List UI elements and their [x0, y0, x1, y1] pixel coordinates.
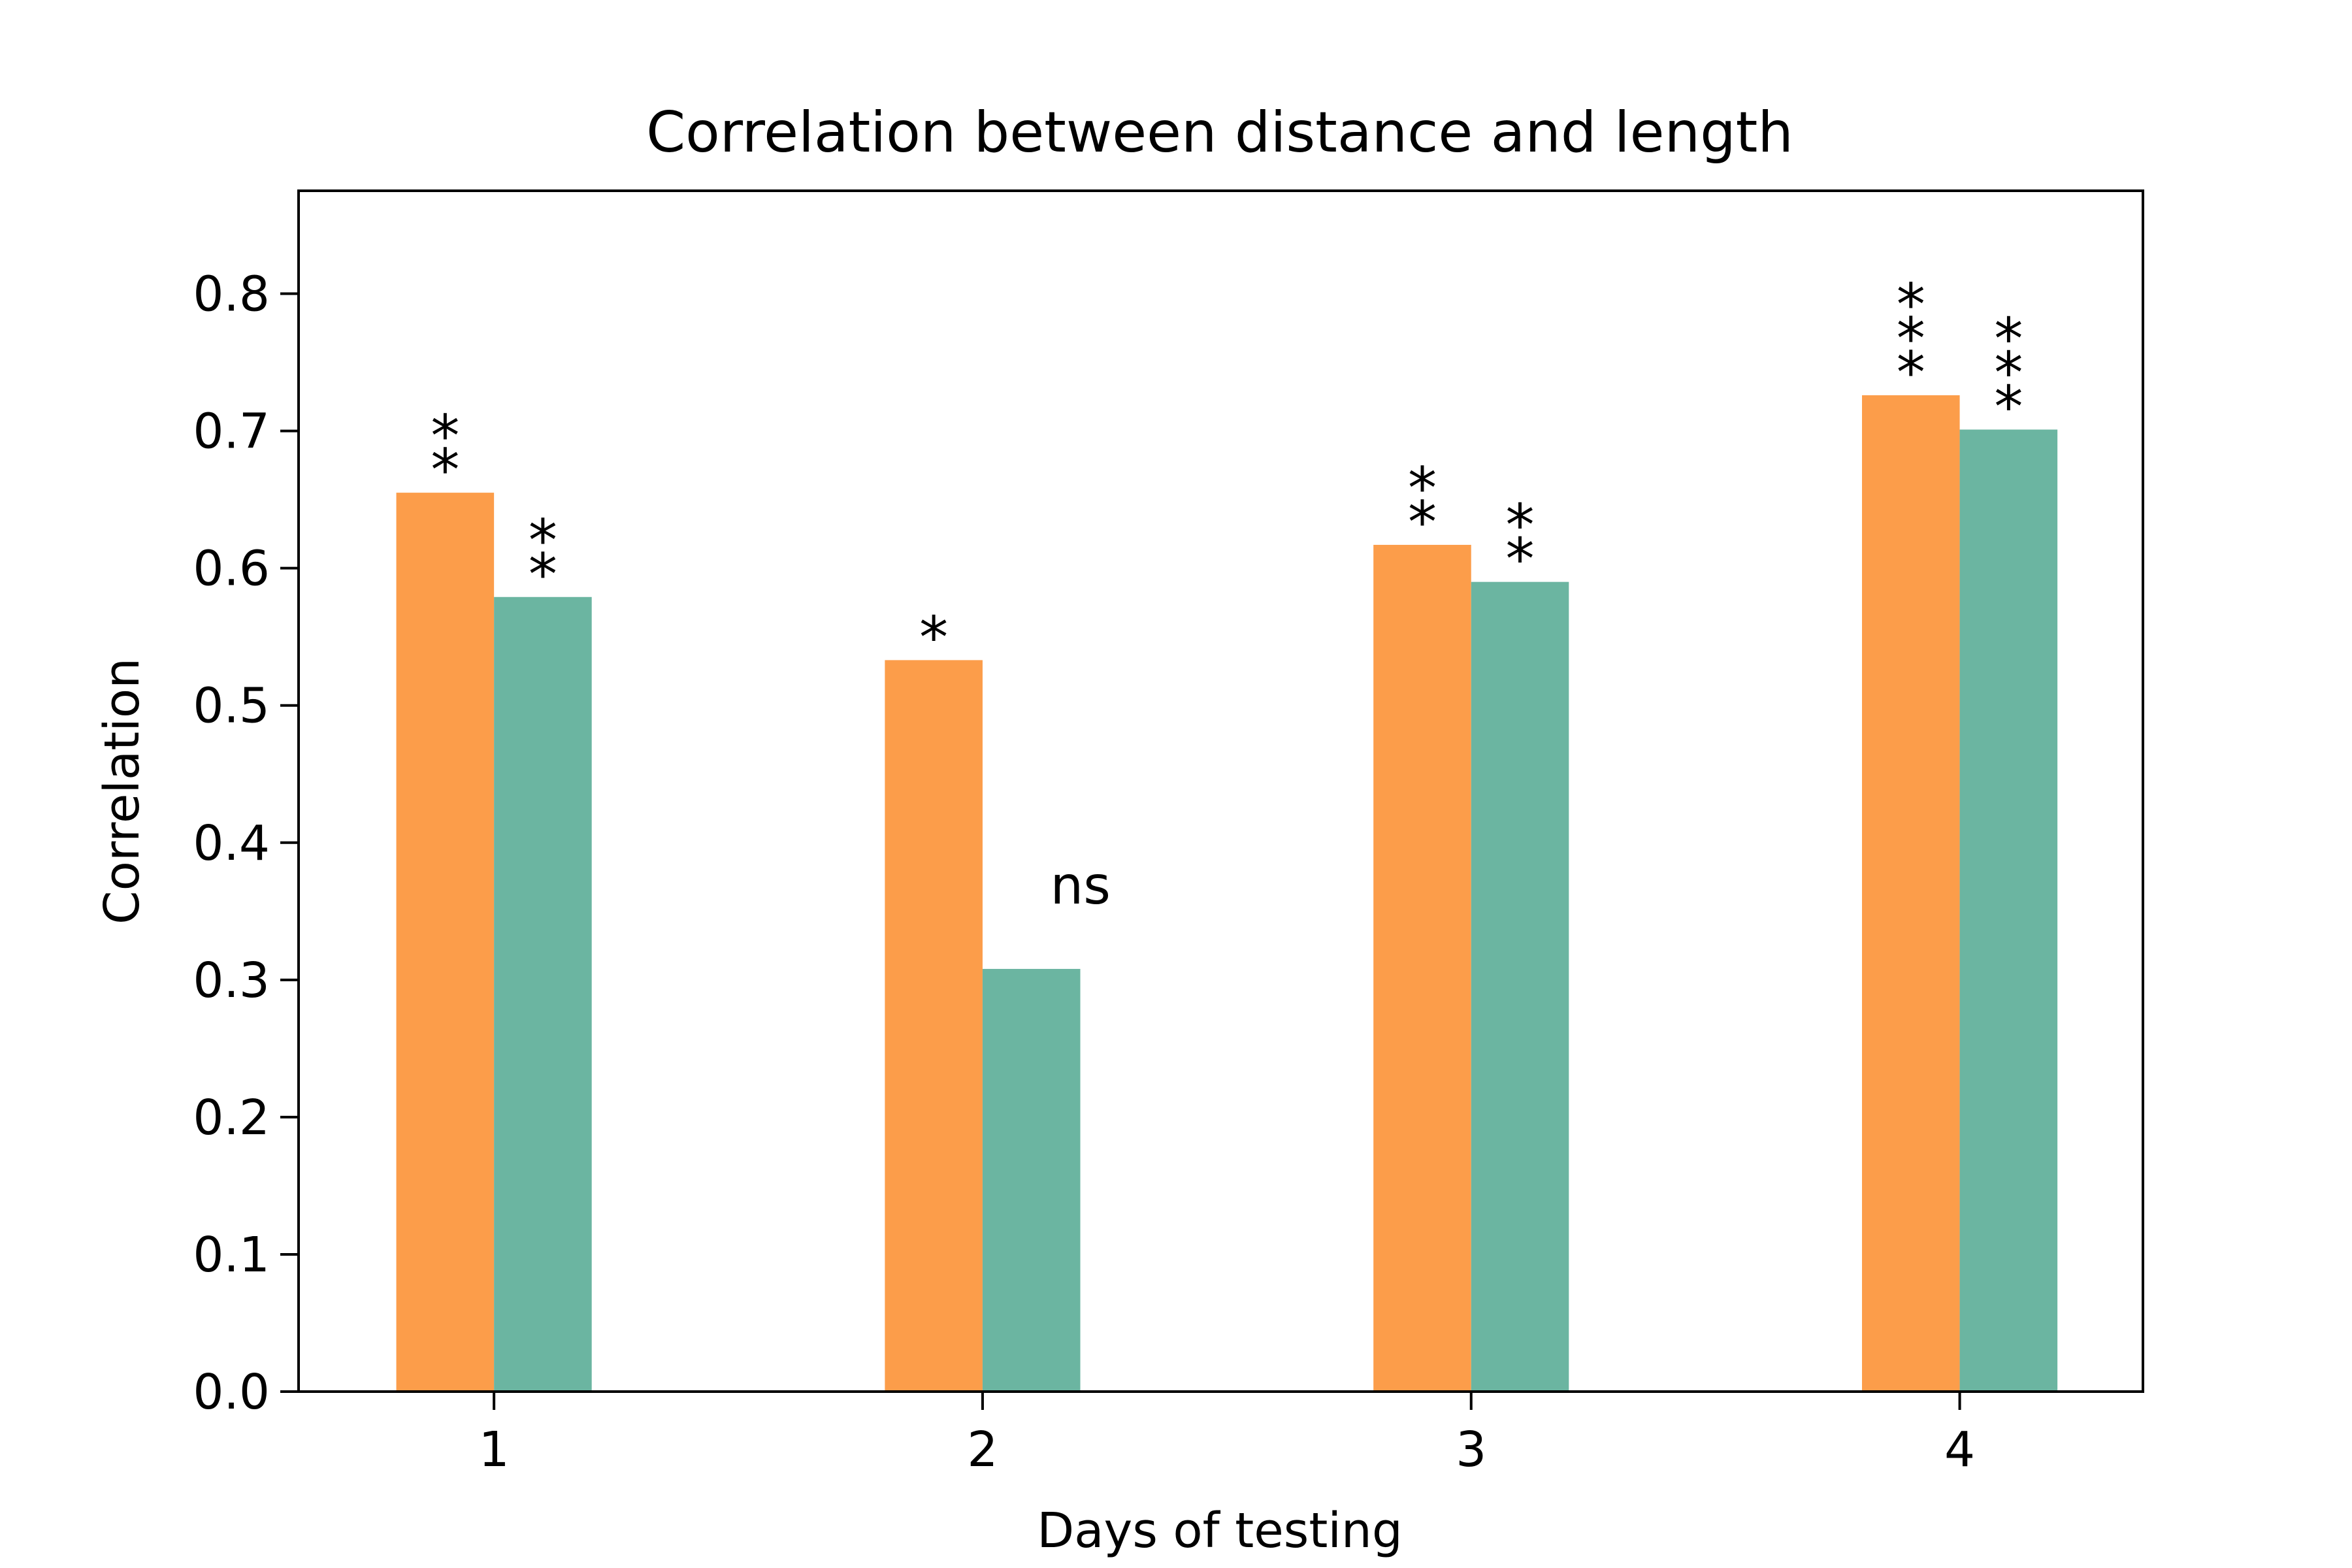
x-tick-label: 4	[1944, 1422, 1975, 1478]
y-tick-label: 0.7	[193, 404, 270, 460]
y-axis-label: Correlation	[94, 658, 150, 924]
y-tick-label: 0.1	[193, 1227, 270, 1283]
significance-star: *	[1506, 492, 1535, 559]
y-tick-label: 0.6	[193, 541, 270, 597]
significance-star: *	[1506, 526, 1535, 593]
significance-label: * * *	[1897, 271, 1925, 406]
significance-star: *	[1994, 373, 2023, 440]
significance-star: *	[529, 541, 557, 608]
bar-series-2-day-3	[1471, 581, 1569, 1392]
significance-star: *	[1897, 271, 1925, 338]
x-tick-label: 2	[967, 1422, 998, 1478]
significance-star: *	[919, 604, 948, 671]
bar-series-1-day-4	[1862, 395, 1960, 1392]
significance-star: *	[1994, 305, 2023, 372]
significance-star: *	[1897, 305, 1925, 372]
significance-star: *	[529, 507, 557, 574]
significance-label: * *	[1506, 492, 1535, 593]
significance-star: *	[431, 402, 459, 470]
bar-series-1-day-1	[396, 493, 495, 1392]
y-tick-label: 0.0	[193, 1364, 270, 1420]
y-tick-label: 0.4	[193, 815, 270, 872]
bar-series-1-day-3	[1373, 544, 1471, 1392]
y-axis: 0.0 0.1 0.2 0.3 0.4 0.5 0.6 0.7 0.8	[193, 267, 299, 1420]
significance-star: *	[1408, 455, 1437, 522]
x-axis-label: Days of testing	[1037, 1503, 1403, 1559]
x-axis: 1 2 3 4	[479, 1392, 1975, 1478]
significance-label: ns	[1051, 855, 1111, 916]
significance-star: *	[1897, 339, 1925, 406]
chart-title: Correlation between distance and length	[646, 100, 1793, 165]
x-tick-label: 3	[1456, 1422, 1486, 1478]
y-tick-label: 0.5	[193, 678, 270, 734]
bar-series-2-day-2	[982, 969, 1081, 1392]
y-tick-label: 0.2	[193, 1090, 270, 1146]
annotations-group: * *** ** * ** *ns* ** * *	[431, 271, 2023, 916]
significance-label: * *	[529, 507, 557, 608]
plot-frame	[297, 189, 2144, 1393]
significance-label: *	[919, 604, 948, 671]
significance-star: *	[1408, 489, 1437, 556]
bar-series-1-day-2	[885, 660, 983, 1392]
bar-series-2-day-1	[494, 596, 592, 1392]
y-tick-label: 0.8	[193, 267, 270, 323]
significance-label: * *	[431, 402, 459, 504]
significance-label: * *	[1408, 455, 1437, 556]
significance-label: * * *	[1994, 305, 2023, 440]
y-tick-label: 0.3	[193, 953, 270, 1009]
bar-series-2-day-4	[1959, 429, 2058, 1392]
bars-group	[396, 395, 2058, 1392]
significance-star: *	[431, 436, 459, 504]
significance-star: *	[1994, 339, 2023, 406]
x-tick-label: 1	[479, 1422, 510, 1478]
